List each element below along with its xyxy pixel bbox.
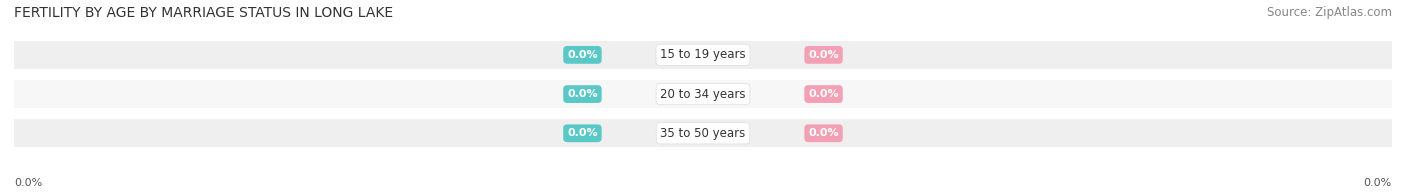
Bar	[14, 80, 1392, 108]
Text: 0.0%: 0.0%	[567, 89, 598, 99]
Text: FERTILITY BY AGE BY MARRIAGE STATUS IN LONG LAKE: FERTILITY BY AGE BY MARRIAGE STATUS IN L…	[14, 6, 394, 20]
Text: 20 to 34 years: 20 to 34 years	[661, 88, 745, 101]
Bar	[14, 41, 1392, 69]
Bar	[14, 119, 1392, 147]
Text: 35 to 50 years: 35 to 50 years	[661, 127, 745, 140]
Text: 0.0%: 0.0%	[567, 128, 598, 138]
Text: 0.0%: 0.0%	[808, 50, 839, 60]
Text: 15 to 19 years: 15 to 19 years	[661, 48, 745, 61]
Text: 0.0%: 0.0%	[808, 89, 839, 99]
Text: 0.0%: 0.0%	[567, 50, 598, 60]
Text: 0.0%: 0.0%	[1364, 178, 1392, 188]
Text: Source: ZipAtlas.com: Source: ZipAtlas.com	[1267, 6, 1392, 19]
Text: 0.0%: 0.0%	[808, 128, 839, 138]
Text: 0.0%: 0.0%	[14, 178, 42, 188]
